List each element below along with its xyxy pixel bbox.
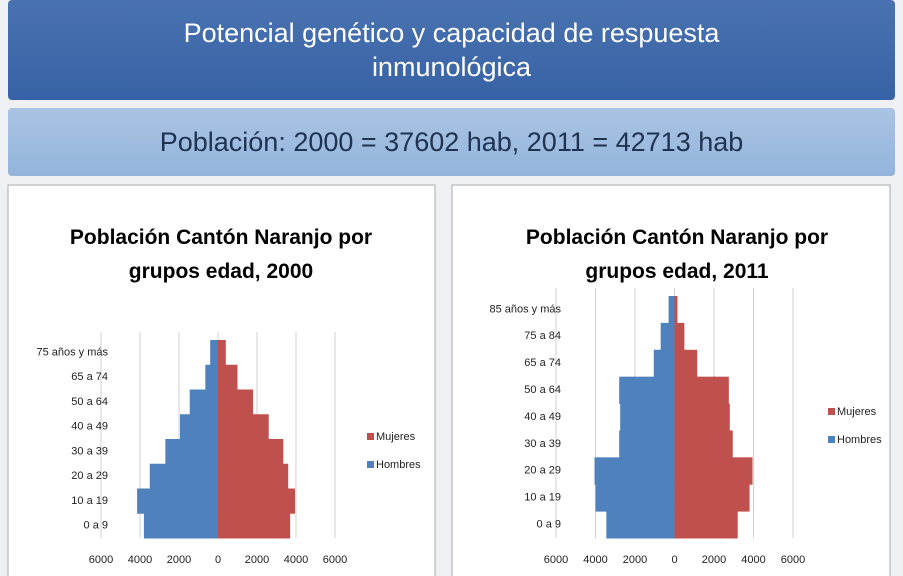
- y-tick-label: 0 a 9: [84, 520, 108, 532]
- x-tick-label: 6000: [89, 554, 113, 566]
- legend-label: Mujeres: [376, 431, 416, 443]
- legend-swatch: [828, 408, 835, 415]
- bar: [189, 389, 218, 415]
- bar: [137, 488, 218, 514]
- x-tick-label: 4000: [583, 554, 607, 566]
- x-tick-label: 6000: [781, 554, 805, 566]
- x-tick-label: 6000: [323, 554, 347, 566]
- y-tick-label: 65 a 74: [524, 357, 561, 369]
- bar: [210, 340, 218, 366]
- bar: [674, 457, 753, 485]
- y-tick-label: 30 a 39: [524, 438, 561, 450]
- x-tick-label: 4000: [284, 554, 308, 566]
- y-tick-label: 10 a 19: [71, 495, 108, 507]
- bar: [606, 511, 675, 539]
- x-tick-label: 4000: [741, 554, 765, 566]
- y-tick-label: 20 a 29: [71, 470, 108, 482]
- bar: [149, 463, 218, 489]
- bar: [619, 430, 675, 458]
- y-tick-label: 40 a 49: [524, 411, 561, 423]
- slide-title: Potencial genético y capacidad de respue…: [8, 0, 895, 100]
- bar: [218, 513, 291, 539]
- slide-subtitle: Población: 2000 = 37602 hab, 2011 = 4271…: [8, 108, 895, 176]
- bar: [660, 322, 675, 351]
- legend-label: Mujeres: [837, 406, 877, 418]
- bar: [668, 296, 675, 324]
- bar: [674, 296, 678, 324]
- y-tick-label: 65 a 74: [71, 371, 108, 383]
- bar: [218, 414, 269, 440]
- bar: [674, 403, 730, 431]
- y-tick-label: 50 a 64: [71, 396, 108, 408]
- x-tick-label: 2000: [623, 554, 647, 566]
- bar: [674, 511, 738, 539]
- bar: [218, 364, 238, 390]
- y-tick-label: 40 a 49: [71, 421, 108, 433]
- legend-label: Hombres: [837, 434, 882, 446]
- bar: [218, 389, 254, 415]
- bar: [218, 488, 296, 514]
- bar: [218, 463, 289, 489]
- y-tick-label: 50 a 64: [524, 384, 561, 396]
- legend-swatch: [367, 433, 374, 440]
- x-tick-label: 6000: [544, 554, 568, 566]
- x-tick-label: 2000: [167, 554, 191, 566]
- y-tick-label: 30 a 39: [71, 445, 108, 457]
- bar: [620, 403, 675, 431]
- x-tick-label: 0: [671, 554, 677, 566]
- bar: [143, 513, 218, 539]
- x-tick-label: 2000: [245, 554, 269, 566]
- chart-title: Población Cantón Naranjo por grupos edad,…: [70, 226, 372, 283]
- legend-swatch: [828, 436, 835, 443]
- bar: [674, 484, 750, 512]
- bar: [165, 439, 218, 465]
- bar: [218, 439, 284, 465]
- legend-label: Hombres: [376, 459, 421, 471]
- x-tick-label: 2000: [702, 554, 726, 566]
- bar: [205, 364, 218, 390]
- y-tick-label: 75 años y más: [36, 346, 108, 358]
- bar: [179, 414, 218, 440]
- x-tick-label: 0: [215, 554, 221, 566]
- bar: [218, 340, 226, 366]
- bar: [595, 484, 675, 512]
- x-tick-label: 4000: [128, 554, 152, 566]
- bar: [653, 349, 675, 378]
- y-tick-label: 20 a 29: [524, 465, 561, 477]
- bar: [674, 430, 733, 458]
- y-tick-label: 85 años y más: [489, 303, 561, 315]
- y-tick-label: 10 a 19: [524, 492, 561, 504]
- chart-title: Población Cantón Naranjo por grupos edad,…: [526, 226, 828, 283]
- y-tick-label: 0 a 9: [537, 518, 561, 530]
- bar: [619, 376, 675, 405]
- y-tick-label: 75 a 84: [524, 330, 561, 342]
- bar: [674, 349, 698, 378]
- legend-swatch: [367, 461, 374, 468]
- bar: [594, 457, 675, 485]
- bar: [674, 322, 685, 351]
- bar: [674, 376, 729, 405]
